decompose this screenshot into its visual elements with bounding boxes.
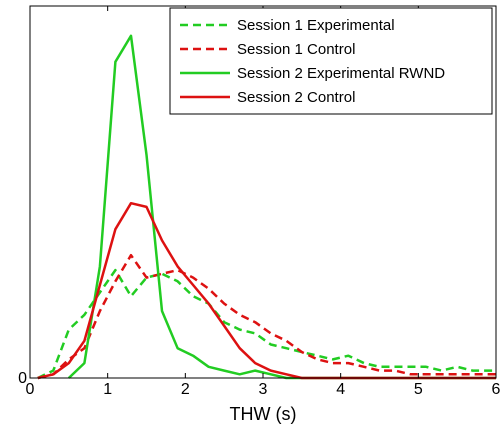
x-tick-label: 6 [492, 381, 500, 398]
x-tick-label: 5 [414, 381, 423, 398]
x-tick-label: 3 [259, 381, 268, 398]
x-tick-label: 0 [26, 381, 35, 398]
legend-label-3: Session 2 Experimental RWND [237, 65, 445, 82]
series-line-4 [37, 201, 496, 380]
legend-label-1: Session 1 Experimental [237, 17, 395, 34]
x-axis-title: THW (s) [230, 404, 297, 424]
series-line-2 [37, 253, 496, 380]
legend-label-4: Session 2 Control [237, 89, 355, 106]
series-layer [37, 34, 496, 380]
x-tick-label: 2 [181, 381, 190, 398]
legend-label-2: Session 1 Control [237, 41, 355, 58]
x-tick-label: 4 [336, 381, 345, 398]
legend: Session 1 Experimental Session 1 Control S… [169, 7, 493, 115]
x-tick-label: 1 [103, 381, 112, 398]
y-tick-label: 0 [18, 370, 27, 387]
series-line-1 [37, 268, 496, 380]
series-line-3 [67, 34, 496, 380]
